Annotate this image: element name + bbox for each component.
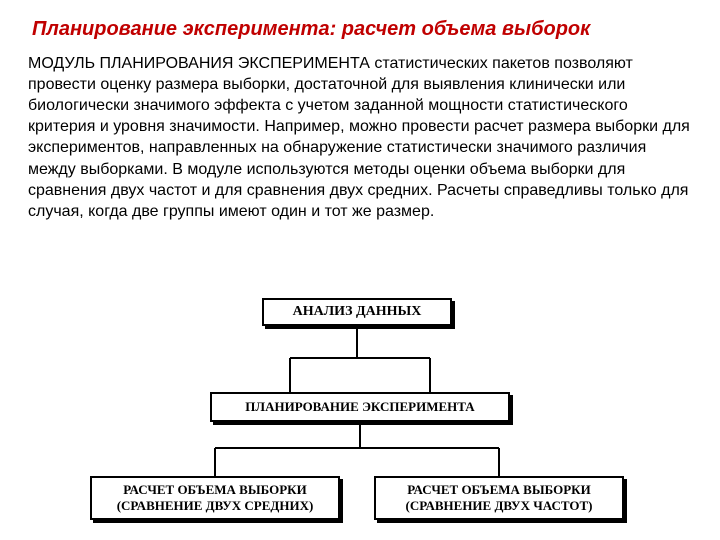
node-analysis: АНАЛИЗ ДАННЫХ xyxy=(262,298,452,326)
page-title: Планирование эксперимента: расчет объема… xyxy=(28,18,692,41)
node-label: АНАЛИЗ ДАННЫХ xyxy=(293,304,422,320)
node-sample-freq: РАСЧЕТ ОБЪЕМА ВЫБОРКИ (СРАВНЕНИЕ ДВУХ ЧА… xyxy=(374,476,624,520)
node-label: ПЛАНИРОВАНИЕ ЭКСПЕРИМЕНТА xyxy=(245,399,474,415)
body-paragraph: МОДУЛЬ ПЛАНИРОВАНИЯ ЭКСПЕРИМЕНТА статист… xyxy=(28,53,692,222)
node-label: РАСЧЕТ ОБЪЕМА ВЫБОРКИ (СРАВНЕНИЕ ДВУХ СР… xyxy=(117,482,314,514)
hierarchy-diagram: АНАЛИЗ ДАННЫХ ПЛАНИРОВАНИЕ ЭКСПЕРИМЕНТА … xyxy=(90,298,630,518)
node-label: РАСЧЕТ ОБЪЕМА ВЫБОРКИ (СРАВНЕНИЕ ДВУХ ЧА… xyxy=(405,482,592,514)
node-planning: ПЛАНИРОВАНИЕ ЭКСПЕРИМЕНТА xyxy=(210,392,510,422)
node-sample-means: РАСЧЕТ ОБЪЕМА ВЫБОРКИ (СРАВНЕНИЕ ДВУХ СР… xyxy=(90,476,340,520)
slide: Планирование эксперимента: расчет объема… xyxy=(0,0,720,540)
